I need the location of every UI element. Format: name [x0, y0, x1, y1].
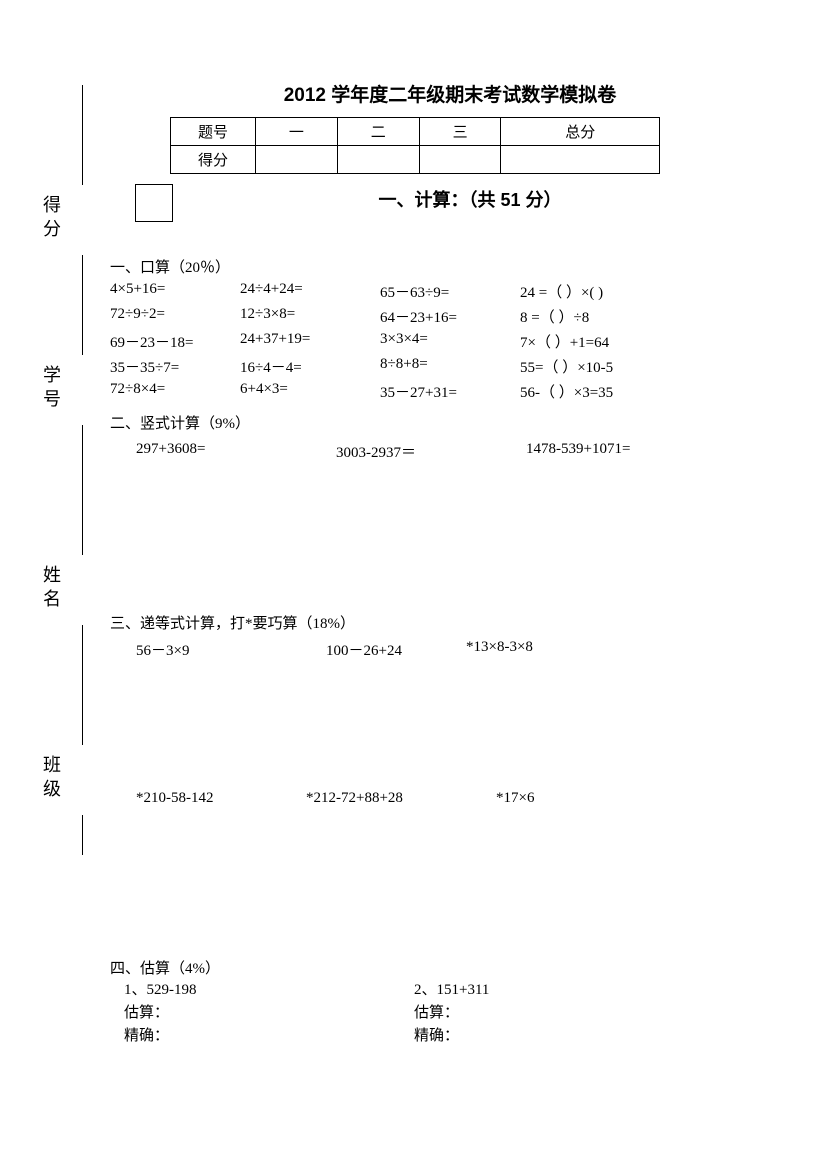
th-3: 三: [419, 118, 501, 146]
chain-row-2: *210-58-142 *212-72+88+28 *17×6: [136, 790, 790, 807]
td-empty: [501, 146, 660, 174]
calc-item: 8 =（ ）÷8: [520, 306, 690, 327]
calc-item: 8÷8+8=: [380, 356, 520, 377]
calc-item: 72÷9÷2=: [110, 306, 240, 327]
th-total: 总分: [501, 118, 660, 146]
calc-item: 7×（ ）+1=64: [520, 331, 690, 352]
side-line: [82, 815, 83, 855]
td-empty: [256, 146, 338, 174]
vertical-heading: 二、竖式计算（9%）: [110, 412, 790, 433]
estimate-grid: 1、529-198 2、151+311 估算： 估算： 精确： 精确：: [124, 978, 790, 1045]
calc-item: 12÷3×8=: [240, 306, 380, 327]
calc-item: 24+37+19=: [240, 331, 380, 352]
main-content: 2012 学年度二年级期末考试数学模拟卷 题号 一 二 三 总分 得分 一、计算…: [110, 80, 790, 1045]
chain-item: 100－26+24: [326, 639, 466, 660]
section-1-header: 一、计算：（共 51 分）: [110, 186, 790, 226]
side-line: [82, 425, 83, 555]
est-item: 估算：: [124, 1001, 414, 1022]
est-item: 1、529-198: [124, 978, 414, 999]
score-box: [135, 184, 173, 222]
side-line: [82, 85, 83, 185]
calc-item: 55=（ ）×10-5: [520, 356, 690, 377]
chain-item: *17×6: [496, 790, 646, 807]
th-1: 一: [256, 118, 338, 146]
est-item: 估算：: [414, 1001, 664, 1022]
calc-item: 16÷4－4=: [240, 356, 380, 377]
side-label-score: 得分: [38, 195, 64, 243]
chain-item: *210-58-142: [136, 790, 306, 807]
td-empty: [337, 146, 419, 174]
calc-item: 4×5+16=: [110, 281, 240, 302]
vcalc-item: 1478-539+1071=: [526, 441, 726, 462]
page-title: 2012 学年度二年级期末考试数学模拟卷: [110, 80, 790, 107]
calc-item: 72÷8×4=: [110, 381, 240, 402]
calc-item: 3×3×4=: [380, 331, 520, 352]
estimate-heading: 四、估算（4%）: [110, 957, 790, 978]
mental-heading: 一、口算（20％）: [110, 256, 790, 277]
side-line: [82, 625, 83, 745]
calc-item: 65－63÷9=: [380, 281, 520, 302]
title-year: 2012: [284, 85, 326, 106]
est-item: 精确：: [414, 1024, 664, 1045]
calc-item: 6+4×3=: [240, 381, 380, 402]
chain-item: *212-72+88+28: [306, 790, 496, 807]
td-score-label: 得分: [171, 146, 256, 174]
calc-item: 24 =（ ）×( ): [520, 281, 690, 302]
chain-item: 56－3×9: [136, 639, 326, 660]
calc-item: 35－27+31=: [380, 381, 520, 402]
chain-item: *13×8-3×8: [466, 639, 646, 660]
calc-item: 69－23－18=: [110, 331, 240, 352]
side-label-name: 姓名: [38, 565, 64, 613]
side-label-class: 班级: [38, 755, 64, 803]
td-empty: [419, 146, 501, 174]
vcalc-item: 3003-2937＝: [336, 441, 526, 462]
mental-calc-grid: 4×5+16= 24÷4+24= 65－63÷9= 24 =（ ）×( ) 72…: [110, 281, 790, 402]
calc-item: 64－23+16=: [380, 306, 520, 327]
score-table: 题号 一 二 三 总分 得分: [170, 117, 660, 174]
section-header-text: 一、计算：（共 51 分）: [378, 186, 561, 212]
calc-item: 35－35÷7=: [110, 356, 240, 377]
th-number: 题号: [171, 118, 256, 146]
sidebar-binding: 得分 学号 姓名 班级: [30, 85, 85, 805]
table-row: 题号 一 二 三 总分: [171, 118, 660, 146]
chain-row-1: 56－3×9 100－26+24 *13×8-3×8: [136, 639, 790, 660]
title-text: 学年度二年级期末考试数学模拟卷: [326, 85, 616, 106]
vertical-calc-row: 297+3608= 3003-2937＝ 1478-539+1071=: [136, 441, 790, 462]
th-2: 二: [337, 118, 419, 146]
side-label-id: 学号: [38, 365, 64, 413]
est-item: 2、151+311: [414, 978, 664, 999]
est-item: 精确：: [124, 1024, 414, 1045]
side-line: [82, 255, 83, 355]
chain-heading: 三、递等式计算，打*要巧算（18%）: [110, 612, 790, 633]
calc-item: 56-（ ）×3=35: [520, 381, 690, 402]
table-row: 得分: [171, 146, 660, 174]
calc-item: 24÷4+24=: [240, 281, 380, 302]
vcalc-item: 297+3608=: [136, 441, 336, 462]
